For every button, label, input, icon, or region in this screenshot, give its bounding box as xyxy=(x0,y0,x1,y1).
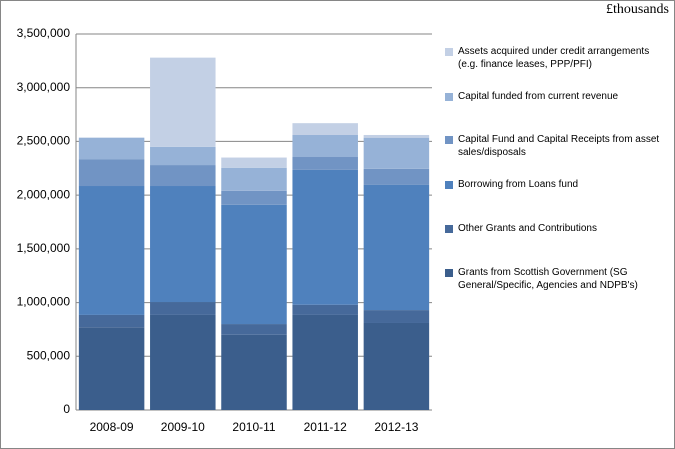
bar-segment xyxy=(363,310,430,323)
bar-segment xyxy=(78,186,145,315)
bar-segment xyxy=(150,302,216,315)
y-tick-label: 1,500,000 xyxy=(17,241,71,255)
bar-segment xyxy=(221,204,287,325)
unit-label: £thousands xyxy=(606,2,669,17)
y-tick-label: 1,000,000 xyxy=(17,295,71,309)
bar-segment xyxy=(150,186,216,303)
bar-segment xyxy=(150,314,216,410)
bar-segment xyxy=(150,165,216,187)
legend-entry: Other Grants and Contributions xyxy=(445,222,667,235)
bar-segment xyxy=(221,324,287,335)
x-tick-label: 2010-11 xyxy=(232,420,275,434)
bar-segment xyxy=(363,137,430,169)
bar-segment xyxy=(292,123,358,135)
bar-segment xyxy=(150,146,216,166)
legend-swatch xyxy=(445,93,453,101)
bar-segment xyxy=(150,57,216,147)
y-tick-label: 3,500,000 xyxy=(17,26,71,40)
legend-label: Capital Fund and Capital Receipts from a… xyxy=(458,134,660,158)
legend-entry: Grants from Scottish Government (SG Gene… xyxy=(445,266,667,292)
y-tick-label: 2,000,000 xyxy=(17,187,71,201)
legend-label: Assets acquired under credit arrangement… xyxy=(458,46,650,70)
bar-segment xyxy=(221,334,287,410)
legend-swatch xyxy=(445,225,453,233)
x-tick-label: 2009-10 xyxy=(161,420,205,434)
legend-swatch xyxy=(445,48,453,56)
bar-segment xyxy=(78,327,145,410)
bar-segment xyxy=(221,167,287,191)
bar-segment xyxy=(363,168,430,185)
bar-segment xyxy=(363,134,430,138)
legend-label: Other Grants and Contributions xyxy=(458,223,597,234)
bar-segment xyxy=(221,190,287,205)
legend-entry: Borrowing from Loans fund xyxy=(445,178,667,191)
bar-segment xyxy=(292,134,358,158)
legend-entry: Capital Fund and Capital Receipts from a… xyxy=(445,133,667,159)
x-tick-label: 2008-09 xyxy=(90,420,134,434)
bar-segment xyxy=(292,304,358,315)
bar-segment xyxy=(292,157,358,170)
y-tick-label: 500,000 xyxy=(27,348,71,362)
legend-swatch xyxy=(445,181,453,189)
x-tick-label: 2011-12 xyxy=(304,420,347,434)
legend-entry: Capital funded from current revenue xyxy=(445,90,667,103)
legend-entry: Assets acquired under credit arrangement… xyxy=(445,45,667,71)
bar-segment xyxy=(363,184,430,311)
bar-segment xyxy=(78,159,145,187)
bar-segment xyxy=(78,314,145,328)
legend-label: Borrowing from Loans fund xyxy=(458,179,579,190)
y-tick-label: 0 xyxy=(63,402,70,416)
bar-segment xyxy=(363,322,430,410)
bar-segment xyxy=(292,314,358,410)
bar-segment xyxy=(78,137,145,160)
x-tick-label: 2012-13 xyxy=(374,420,418,434)
y-tick-label: 2,500,000 xyxy=(17,134,71,148)
legend-swatch xyxy=(445,136,453,144)
bar-segment xyxy=(221,157,287,168)
bar-segment xyxy=(292,169,358,305)
y-tick-label: 3,000,000 xyxy=(17,80,71,94)
legend-swatch xyxy=(445,269,453,277)
legend-label: Capital funded from current revenue xyxy=(458,91,619,102)
legend-label: Grants from Scottish Government (SG Gene… xyxy=(458,267,638,291)
